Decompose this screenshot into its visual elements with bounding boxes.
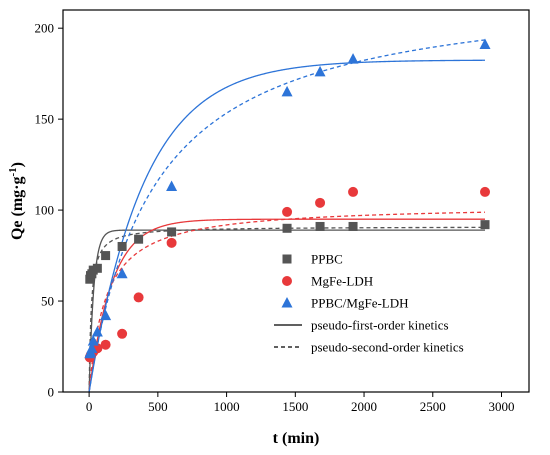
- ppbc-mgfe-ldh-point: [347, 53, 359, 64]
- ppbc-point: [282, 223, 292, 233]
- ppbc-mgfe-ldh-point: [314, 65, 326, 77]
- ppbc-point: [101, 251, 111, 261]
- ppbc-point: [134, 234, 144, 244]
- x-tick-label: 1000: [214, 399, 240, 414]
- ppbc-mgfe-ldh-point: [479, 38, 491, 50]
- x-axis: 0 500 1000 1500 2000 2500 3000: [86, 392, 515, 414]
- ppbc-mgfe-ldh-point: [166, 180, 178, 191]
- ppbc-point: [348, 221, 358, 231]
- ppbc-mgfe-ldh-point: [281, 85, 293, 97]
- mgfe-ldh-point: [348, 186, 359, 197]
- x-tick-label: 2500: [420, 399, 446, 414]
- ppbc-pso-curve: [88, 226, 486, 392]
- x-tick-label: 1500: [282, 399, 308, 414]
- y-tick-label: 200: [35, 21, 55, 36]
- y-tick-label: 150: [35, 112, 55, 127]
- y-tick-label: 0: [48, 385, 55, 400]
- y-axis: 0 50 100 150 200: [35, 21, 63, 400]
- mgfe-ldh-point: [480, 186, 491, 197]
- legend-label: pseudo-first-order kinetics: [311, 318, 449, 333]
- legend: PPBC MgFe-LDH PPBC/MgFe-LDH pseudo-first-or…: [274, 252, 464, 355]
- legend-marker: [282, 254, 292, 264]
- y-axis-title-sup: -1: [7, 167, 19, 176]
- y-axis-title: Qe (mg·g-1): [7, 162, 26, 240]
- mgfe-ldh-point: [315, 197, 326, 208]
- y-axis-title-base: Qe (mg·g: [9, 176, 26, 240]
- ppbc-mgfe-ldh-point: [91, 325, 103, 337]
- legend-label: PPBC/MgFe-LDH: [311, 296, 409, 311]
- ppbc-mgfe-ldh-point: [116, 267, 128, 279]
- y-tick-label: 50: [41, 294, 54, 309]
- y-tick-label: 100: [35, 203, 55, 218]
- ppbc-mgfe-ldh-pfo-curve: [88, 59, 486, 392]
- ppbc-point: [480, 220, 490, 230]
- ppbc-mgfe-ldh-point: [87, 335, 99, 346]
- ppbc-point: [117, 241, 127, 251]
- legend-marker: [281, 297, 293, 308]
- legend-label: pseudo-second-order kinetics: [311, 340, 464, 355]
- mgfe-ldh-point: [117, 328, 128, 339]
- mgfe-ldh-pfo-curve: [88, 218, 486, 392]
- mgfe-ldh-point: [133, 292, 144, 303]
- legend-marker: [282, 276, 292, 286]
- x-tick-label: 0: [86, 399, 93, 414]
- mgfe-ldh-point: [166, 237, 177, 248]
- x-axis-title: t (min): [273, 430, 320, 447]
- ppbc-point: [92, 263, 102, 273]
- plot-area: [84, 38, 491, 392]
- ppbc-point: [315, 221, 325, 231]
- legend-label: PPBC: [311, 252, 343, 267]
- plot-frame: [62, 9, 530, 393]
- x-tick-label: 2000: [351, 399, 377, 414]
- x-tick-label: 3000: [489, 399, 515, 414]
- mgfe-ldh-point: [282, 206, 293, 217]
- ppbc-mgfe-ldh-point: [86, 342, 98, 353]
- legend-label: MgFe-LDH: [311, 274, 373, 289]
- ppbc-point: [167, 227, 177, 237]
- y-axis-title-end: ): [9, 162, 26, 167]
- ppbc-mgfe-ldh-pso-curve: [88, 39, 486, 392]
- x-tick-label: 500: [148, 399, 168, 414]
- ppbc-mgfe-ldh-point: [100, 309, 112, 321]
- mgfe-ldh-point: [100, 339, 111, 350]
